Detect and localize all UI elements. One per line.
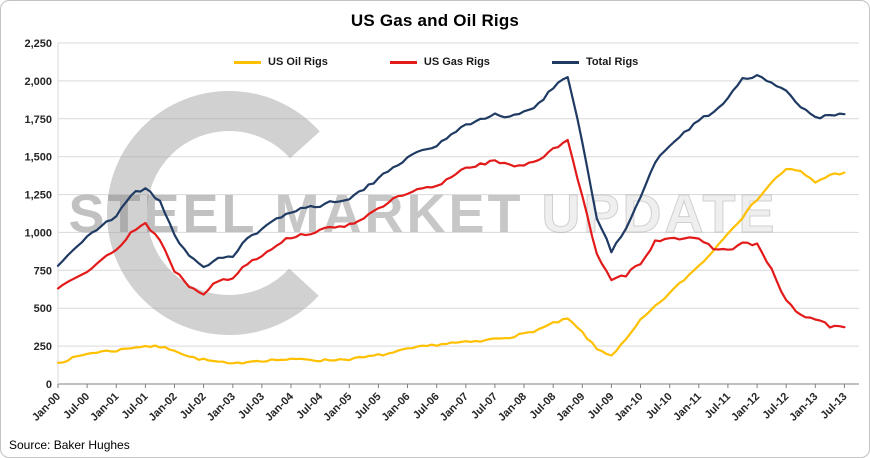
x-tick-label: Jul-00 bbox=[61, 391, 92, 422]
x-tick-label: Jul-01 bbox=[120, 391, 151, 422]
chart-title: US Gas and Oil Rigs bbox=[350, 11, 520, 30]
x-tick-label: Jul-07 bbox=[469, 391, 500, 422]
source-note: Source: Baker Hughes bbox=[9, 438, 130, 452]
y-tick-label: 1,500 bbox=[24, 152, 52, 164]
x-tick-label: Jul-10 bbox=[644, 391, 675, 422]
x-tick-label: Jul-09 bbox=[586, 391, 617, 422]
legend-label-oil-rigs: US Oil Rigs bbox=[268, 56, 328, 68]
x-tick-label: Jan-10 bbox=[612, 391, 645, 424]
legend-label-total-rigs: Total Rigs bbox=[585, 56, 639, 68]
legend: US Oil Rigs US Gas Rigs Total Rigs bbox=[234, 56, 638, 68]
x-tick-label: Jul-05 bbox=[353, 391, 384, 422]
x-tick-label: Jul-06 bbox=[411, 391, 442, 422]
watermark: STEEL MARKET UPDATE bbox=[68, 91, 777, 335]
x-tick-label: Jan-08 bbox=[496, 391, 529, 424]
x-tick-label: Jan-00 bbox=[30, 391, 63, 424]
legend-item-total-rigs: Total Rigs bbox=[551, 56, 639, 68]
y-tick-label: 750 bbox=[34, 265, 52, 277]
x-tick-label: Jan-13 bbox=[787, 391, 820, 424]
x-tick-label: Jul-04 bbox=[294, 390, 326, 422]
x-tick-label: Jan-05 bbox=[321, 391, 354, 424]
x-tick-label: Jan-06 bbox=[379, 391, 412, 424]
oil-rigs-swatch-icon bbox=[234, 60, 261, 64]
x-tick-label: Jul-08 bbox=[527, 391, 558, 422]
x-tick-label: Jan-03 bbox=[205, 391, 238, 424]
x-tick-label: Jul-13 bbox=[819, 391, 850, 422]
x-tick-label: Jan-02 bbox=[146, 391, 179, 424]
y-tick-label: 2,250 bbox=[24, 38, 52, 50]
legend-label-gas-rigs: US Gas Rigs bbox=[423, 56, 490, 68]
legend-item-oil-rigs: US Oil Rigs bbox=[234, 56, 328, 68]
y-tick-label: 1,000 bbox=[24, 227, 52, 239]
x-tick-label: Jan-11 bbox=[671, 391, 704, 424]
x-tick-label: Jan-07 bbox=[438, 391, 471, 424]
x-tick-label: Jul-03 bbox=[236, 391, 267, 422]
y-tick-label: 250 bbox=[34, 341, 52, 353]
x-tick-label: Jan-09 bbox=[554, 391, 587, 424]
y-tick-label: 500 bbox=[34, 303, 52, 315]
total-rigs-swatch-icon bbox=[551, 60, 579, 64]
y-tick-label: 0 bbox=[46, 379, 52, 391]
x-tick-label: Jan-12 bbox=[729, 391, 762, 424]
series-line-total-rigs bbox=[56, 74, 846, 269]
watermark-text: STEEL MARKET UPDATE bbox=[68, 184, 777, 244]
legend-item-gas-rigs: US Gas Rigs bbox=[389, 56, 490, 68]
y-tick-label: 1,250 bbox=[24, 190, 52, 202]
x-tick-label: Jan-01 bbox=[88, 391, 121, 424]
x-tick-label: Jan-04 bbox=[263, 390, 297, 424]
series-line-us-gas-rigs bbox=[56, 138, 846, 329]
series-line-us-oil-rigs bbox=[56, 168, 846, 365]
y-tick-label: 2,000 bbox=[24, 76, 52, 88]
y-tick-label: 1,750 bbox=[24, 114, 52, 126]
gas-rigs-swatch-icon bbox=[389, 60, 417, 64]
x-tick-label: Jul-11 bbox=[702, 391, 733, 422]
x-tick-label: Jul-02 bbox=[178, 391, 209, 422]
x-tick-label: Jul-12 bbox=[760, 391, 791, 422]
watermark-logo-icon bbox=[107, 91, 351, 335]
